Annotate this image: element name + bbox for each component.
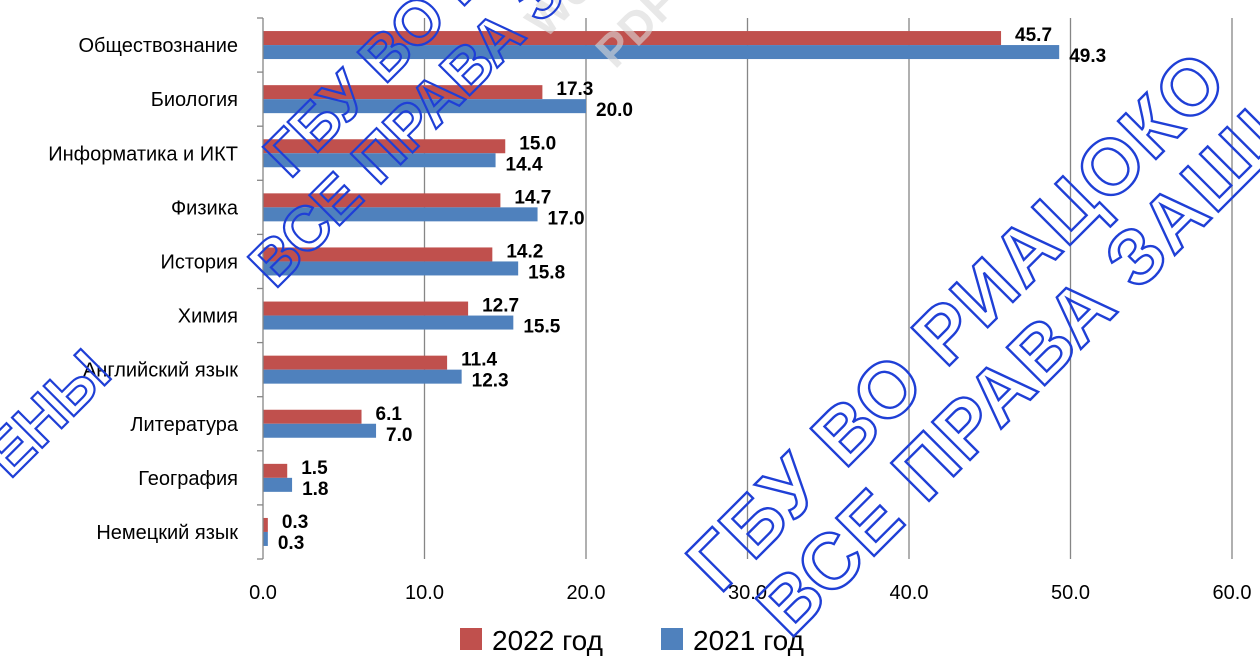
category-labels: Обществознание Биология Информатика и ИКТ Ф… (48, 35, 239, 544)
watermark-right-1: ГБУ ВО РИАЦОКО (670, 33, 1244, 607)
bar-2022 (263, 193, 501, 208)
bar-2021 (263, 477, 293, 492)
bar-2022 (263, 85, 543, 100)
category-label: Обществознание (78, 35, 238, 57)
data-label: 45.7 (1015, 25, 1052, 46)
x-tick-label: 20.0 (567, 582, 606, 604)
bar-2022 (263, 31, 1002, 46)
bar-2021 (263, 261, 519, 276)
x-tick-label: 60.0 (1213, 582, 1252, 604)
x-tick-label: 30.0 (728, 582, 767, 604)
bar-2022 (263, 247, 493, 262)
data-label: 17.0 (548, 208, 585, 229)
bar-2021 (263, 369, 462, 384)
data-label: 14.4 (506, 154, 543, 175)
data-label: 20.0 (596, 100, 633, 121)
data-label: 49.3 (1069, 46, 1106, 67)
data-label: 1.5 (301, 458, 328, 479)
bar-2022 (263, 517, 268, 532)
axes (257, 17, 264, 560)
bar-2021 (263, 207, 538, 222)
value-labels: 45.7 49.3 17.320.0 15.014.4 14.717.014.215.8… (278, 25, 1106, 554)
bar-2022 (263, 301, 469, 316)
category-label: Английский язык (83, 360, 238, 382)
category-label: История (160, 251, 238, 273)
data-label: 12.3 (472, 371, 509, 392)
data-label: 12.7 (482, 296, 519, 317)
data-label: 1.8 (302, 479, 328, 500)
data-label: 15.0 (519, 133, 556, 154)
x-tick-label: 50.0 (1051, 582, 1090, 604)
bar-2021 (263, 315, 514, 330)
data-label: 11.4 (461, 350, 497, 371)
data-label: 0.3 (278, 533, 304, 554)
data-label: 15.5 (523, 317, 560, 338)
category-label: Химия (178, 306, 238, 328)
category-label: Литература (130, 414, 238, 436)
legend-swatch-2021 (661, 628, 683, 650)
x-tick-label: 10.0 (405, 582, 444, 604)
category-label: Физика (171, 197, 239, 219)
data-label: 17.3 (556, 79, 593, 100)
bar-2022 (263, 139, 506, 154)
legend-label-2021: 2021 год (693, 625, 804, 656)
category-label: Немецкий язык (96, 522, 238, 544)
data-label: 15.8 (528, 262, 565, 283)
data-label: 6.1 (376, 404, 403, 425)
x-tick-label: 0.0 (249, 582, 277, 604)
bar-2021 (263, 99, 586, 114)
bar-2021 (263, 153, 496, 168)
x-tick-label: 40.0 (890, 582, 929, 604)
category-label: География (138, 468, 238, 490)
data-label: 7.0 (386, 425, 412, 446)
tick-labels: 0.0 10.0 20.0 30.0 40.0 50.0 60.0 (249, 582, 1251, 604)
category-label: Биология (151, 89, 238, 111)
bar-2022 (263, 409, 362, 424)
bars (263, 31, 1060, 546)
data-label: 14.2 (506, 241, 543, 262)
legend-label-2022: 2022 год (492, 625, 603, 656)
category-label: Информатика и ИКТ (48, 143, 238, 165)
bar-2021 (263, 531, 268, 546)
data-label: 14.7 (514, 187, 551, 208)
bar-2021 (263, 45, 1060, 60)
bar-2021 (263, 423, 377, 438)
legend-swatch-2022 (460, 628, 482, 650)
bar-2022 (263, 463, 288, 478)
data-label: 0.3 (282, 512, 308, 533)
bar-2022 (263, 355, 448, 370)
legend: 2022 год 2021 год (460, 625, 804, 656)
